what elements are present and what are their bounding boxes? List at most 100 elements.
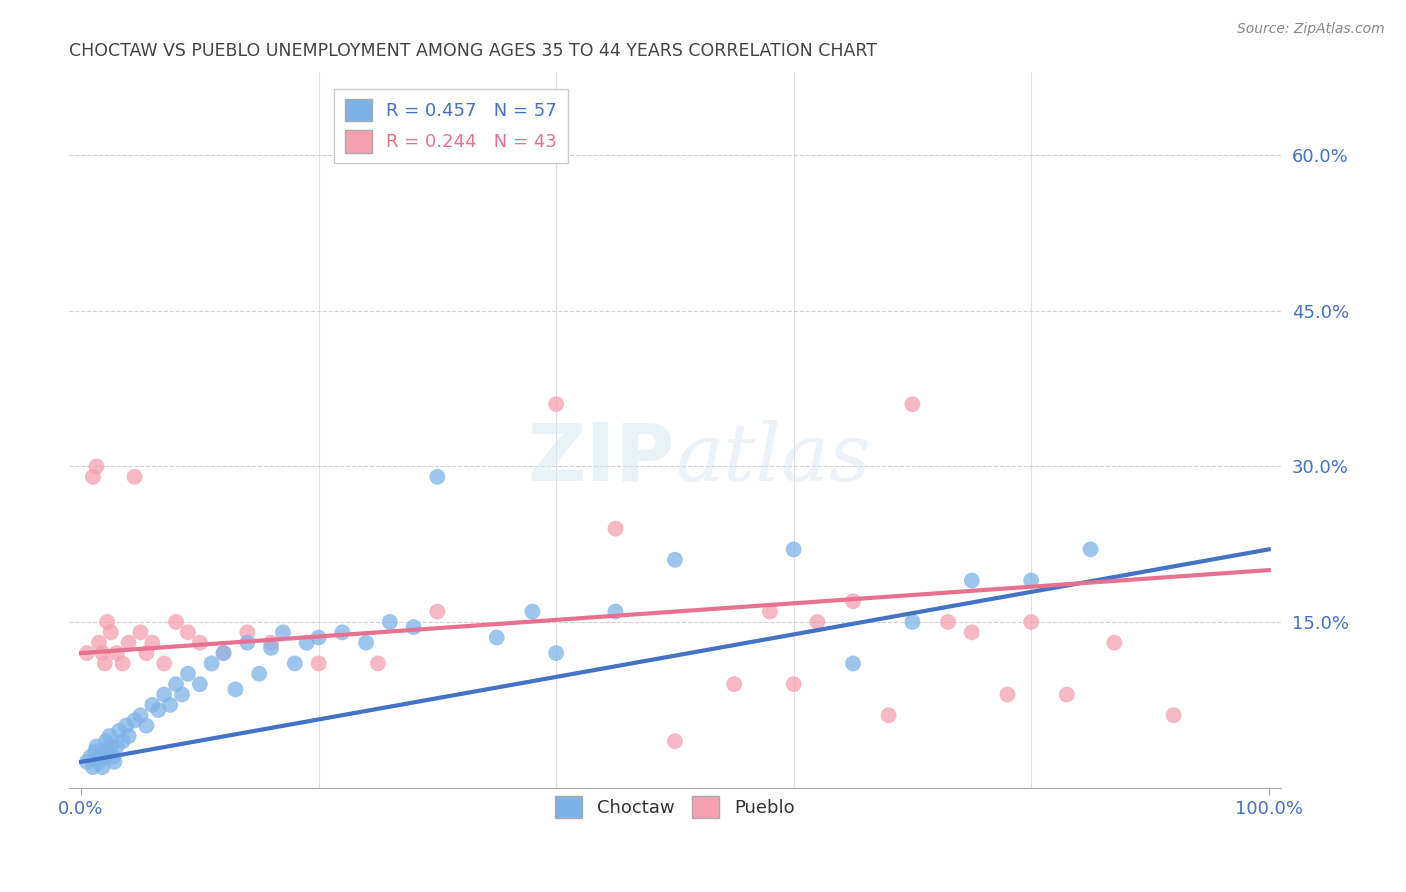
Point xyxy=(103,755,125,769)
Point xyxy=(177,625,200,640)
Point xyxy=(605,605,627,619)
Point xyxy=(782,677,804,691)
Point xyxy=(111,734,134,748)
Point xyxy=(87,755,110,769)
Text: atlas: atlas xyxy=(675,420,870,498)
Point xyxy=(153,688,176,702)
Point xyxy=(806,615,828,629)
Point xyxy=(212,646,235,660)
Point xyxy=(330,625,353,640)
Point xyxy=(101,749,124,764)
Point xyxy=(105,646,128,660)
Point xyxy=(91,760,114,774)
Point xyxy=(1019,574,1042,588)
Text: CHOCTAW VS PUEBLO UNEMPLOYMENT AMONG AGES 35 TO 44 YEARS CORRELATION CHART: CHOCTAW VS PUEBLO UNEMPLOYMENT AMONG AGE… xyxy=(69,42,877,60)
Point xyxy=(284,657,307,671)
Point xyxy=(82,760,104,774)
Point xyxy=(96,745,118,759)
Point xyxy=(247,666,270,681)
Point xyxy=(124,714,146,728)
Point xyxy=(141,636,163,650)
Point xyxy=(86,459,108,474)
Point xyxy=(159,698,181,712)
Point xyxy=(165,615,187,629)
Point xyxy=(759,605,782,619)
Point xyxy=(901,397,924,411)
Point xyxy=(960,625,983,640)
Point xyxy=(84,745,107,759)
Point xyxy=(98,729,121,743)
Point xyxy=(723,677,745,691)
Point xyxy=(117,729,139,743)
Point xyxy=(111,657,134,671)
Point xyxy=(1056,688,1078,702)
Point xyxy=(936,615,959,629)
Point xyxy=(124,470,146,484)
Point xyxy=(605,522,627,536)
Point xyxy=(224,682,246,697)
Point xyxy=(100,739,122,754)
Point xyxy=(391,148,413,162)
Point xyxy=(1080,542,1102,557)
Point xyxy=(79,749,101,764)
Point xyxy=(129,625,152,640)
Point xyxy=(367,657,389,671)
Point xyxy=(260,636,283,650)
Point xyxy=(997,688,1019,702)
Point xyxy=(271,625,294,640)
Point xyxy=(426,605,449,619)
Point xyxy=(308,657,330,671)
Point xyxy=(141,698,163,712)
Point xyxy=(115,719,138,733)
Text: Source: ZipAtlas.com: Source: ZipAtlas.com xyxy=(1237,22,1385,37)
Point xyxy=(960,574,983,588)
Point xyxy=(135,719,157,733)
Point xyxy=(135,646,157,660)
Point xyxy=(378,615,401,629)
Point xyxy=(485,631,508,645)
Point xyxy=(117,636,139,650)
Point xyxy=(295,636,318,650)
Point xyxy=(105,739,128,754)
Point xyxy=(100,625,122,640)
Point xyxy=(308,631,330,645)
Point xyxy=(188,677,211,691)
Point xyxy=(522,605,544,619)
Point xyxy=(236,636,259,650)
Point xyxy=(236,625,259,640)
Point xyxy=(901,615,924,629)
Point xyxy=(86,739,108,754)
Point xyxy=(94,657,117,671)
Point xyxy=(877,708,900,723)
Point xyxy=(177,666,200,681)
Point xyxy=(664,734,686,748)
Point xyxy=(94,734,117,748)
Point xyxy=(94,749,117,764)
Point xyxy=(402,620,425,634)
Point xyxy=(546,397,568,411)
Legend: Choctaw, Pueblo: Choctaw, Pueblo xyxy=(548,789,801,825)
Point xyxy=(82,470,104,484)
Point xyxy=(148,703,170,717)
Point xyxy=(782,542,804,557)
Point xyxy=(1104,636,1126,650)
Point xyxy=(212,646,235,660)
Text: ZIP: ZIP xyxy=(527,420,675,498)
Point xyxy=(842,594,865,608)
Point xyxy=(96,615,118,629)
Point xyxy=(546,646,568,660)
Point xyxy=(165,677,187,691)
Point xyxy=(129,708,152,723)
Point xyxy=(91,646,114,660)
Point xyxy=(170,688,193,702)
Point xyxy=(426,470,449,484)
Point xyxy=(354,636,377,650)
Point xyxy=(842,657,865,671)
Point xyxy=(664,553,686,567)
Point xyxy=(108,723,131,738)
Point xyxy=(1019,615,1042,629)
Point xyxy=(260,640,283,655)
Point xyxy=(89,749,111,764)
Point xyxy=(87,636,110,650)
Point xyxy=(201,657,224,671)
